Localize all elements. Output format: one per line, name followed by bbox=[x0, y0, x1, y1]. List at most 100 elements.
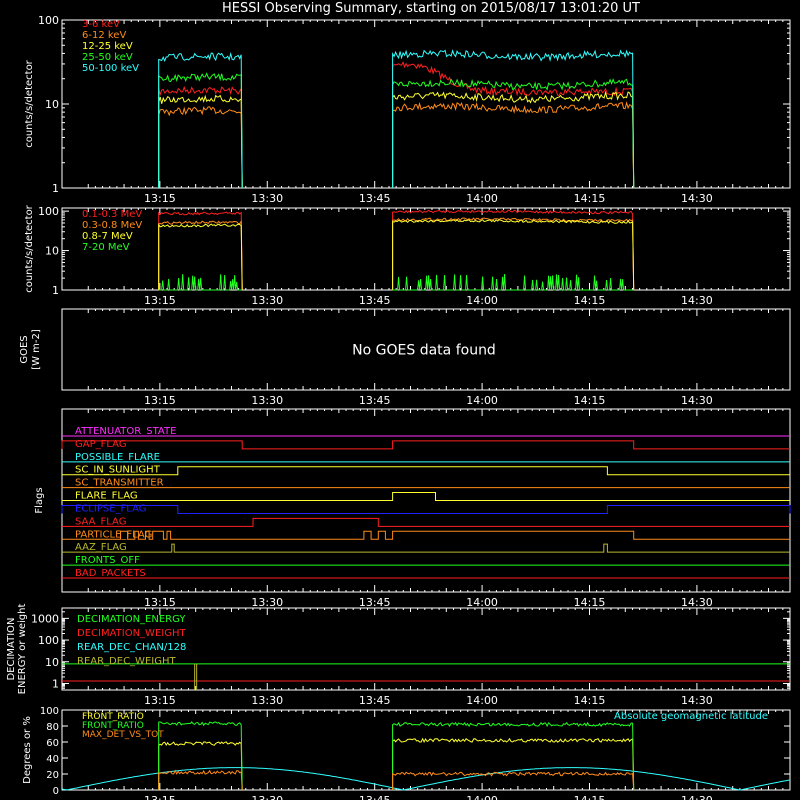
time-tick-label: 14:30 bbox=[681, 694, 713, 707]
flag-fronts-off: FRONTS_OFF bbox=[62, 555, 790, 566]
time-tick-label: 14:30 bbox=[681, 192, 713, 205]
time-tick-label: 14:00 bbox=[466, 596, 498, 609]
series-front-ratio-1 bbox=[158, 721, 635, 791]
time-tick-label: 13:45 bbox=[359, 794, 391, 800]
series-3-6-kev bbox=[158, 61, 635, 189]
series-line bbox=[158, 769, 243, 791]
flag-label: PARTICLE_FLAG bbox=[75, 529, 152, 540]
flag-label: AAZ_FLAG bbox=[75, 542, 127, 553]
time-tick-label: 13:45 bbox=[359, 294, 391, 307]
y-axis-label: counts/s/detector bbox=[24, 59, 35, 147]
legend-entry: REAR_DEC_WEIGHT bbox=[77, 656, 176, 667]
flag-label: POSSIBLE_FLARE bbox=[75, 452, 160, 463]
series-line bbox=[392, 101, 635, 189]
series-line bbox=[158, 741, 243, 791]
y-tick-label: 1 bbox=[52, 182, 59, 195]
flag-line bbox=[61, 504, 791, 514]
panel-counts-high: 13:15 13:30 13:45 14:00 14:15 14:30 1 10 100coun… bbox=[24, 204, 791, 307]
flag-bad-packets: BAD_PACKETS bbox=[62, 568, 790, 579]
time-tick-label: 14:15 bbox=[574, 694, 606, 707]
flag-line bbox=[62, 517, 790, 527]
series-6-12-kev bbox=[158, 101, 635, 189]
series-line bbox=[392, 771, 635, 791]
y-tick-label: 10 bbox=[45, 656, 59, 669]
series-line bbox=[392, 90, 635, 189]
panel-flags: 13:15 13:30 13:45 14:00 14:15 14:30 Flags ATTEN… bbox=[34, 408, 791, 609]
legend-entry: 0.3-0.8 MeV bbox=[82, 220, 142, 231]
legend-entry: 50-100 keV bbox=[82, 63, 139, 74]
legend-entry: FRONT_RATIO bbox=[82, 721, 144, 731]
y-tick-label: 100 bbox=[38, 205, 59, 218]
time-tick-label: 13:15 bbox=[144, 192, 176, 205]
y-tick-label: 100 bbox=[40, 706, 59, 717]
series-12-25-kev bbox=[158, 90, 635, 189]
panels: 13:15 13:30 13:45 14:00 14:15 14:30110100coun… bbox=[6, 14, 791, 800]
series-line bbox=[158, 85, 243, 189]
y-tick-label: 0 bbox=[53, 786, 59, 797]
y-tick-label: 1000 bbox=[31, 612, 59, 625]
series-line bbox=[158, 219, 243, 291]
series-line bbox=[158, 51, 243, 189]
no-data-message: No GOES data found bbox=[352, 343, 496, 359]
legend-entry: DECIMATION_ENERGY bbox=[77, 614, 186, 625]
flag-line bbox=[62, 492, 790, 502]
series-line bbox=[158, 106, 243, 189]
flag-sc-in-sunlight: SC_IN_SUNLIGHT bbox=[62, 465, 790, 476]
flag-eclipse-flag: ECLIPSE_FLAG bbox=[61, 503, 791, 514]
flag-possible-flare: POSSIBLE_FLARE bbox=[62, 452, 790, 463]
y-axis-unit: [W m-2] bbox=[31, 329, 42, 370]
time-tick-label: 13:30 bbox=[251, 192, 283, 205]
legend-entry: DECIMATION_WEIGHT bbox=[77, 628, 186, 639]
time-tick-label: 14:00 bbox=[466, 394, 498, 407]
series-line bbox=[158, 94, 243, 189]
time-tick-label: 13:15 bbox=[144, 596, 176, 609]
y-axis-label: DECIMATION bbox=[6, 617, 17, 680]
time-tick-label: 14:00 bbox=[466, 794, 498, 800]
series-line bbox=[392, 78, 635, 189]
series-front-ratio-0 bbox=[158, 737, 635, 791]
y-axis-label: GOES bbox=[19, 335, 30, 363]
series-line bbox=[158, 721, 243, 791]
y-axis-label: Degrees or % bbox=[22, 716, 33, 784]
flag-label: GAP_FLAG bbox=[75, 439, 127, 450]
time-tick-label: 13:30 bbox=[251, 294, 283, 307]
legend-entry: MAX_DET_VS_TOT bbox=[82, 730, 164, 740]
y-axis-label: ENERGY or weight bbox=[17, 604, 28, 695]
flag-line bbox=[62, 466, 790, 476]
y-tick-label: 100 bbox=[38, 634, 59, 647]
series-line bbox=[392, 61, 635, 189]
flag-label: SAA_FLAG bbox=[75, 516, 126, 527]
series-line bbox=[158, 274, 242, 291]
y-tick-label: 20 bbox=[46, 770, 59, 781]
legend-entry: 0.1-0.3 MeV bbox=[82, 209, 142, 220]
legend-entry: 0.8-7 MeV bbox=[82, 231, 133, 242]
y-tick-label: 10 bbox=[45, 98, 59, 111]
flag-sc-transmitter: SC_TRANSMITTER bbox=[62, 478, 790, 489]
time-tick-label: 13:45 bbox=[359, 694, 391, 707]
flag-attenuator-state: ATTENUATOR_STATE bbox=[62, 426, 790, 437]
time-tick-label: 14:30 bbox=[681, 794, 713, 800]
series-0-1-0-3-mev bbox=[158, 209, 635, 291]
plot-frame bbox=[61, 709, 791, 791]
legend-entry: FRONT_RATIO bbox=[82, 712, 144, 722]
y-tick-label: 80 bbox=[46, 722, 59, 733]
series-25-50-kev bbox=[158, 72, 635, 189]
series-line bbox=[158, 72, 243, 189]
series-line bbox=[392, 273, 634, 291]
flag-saa-flag: SAA_FLAG bbox=[62, 516, 790, 527]
series-max-det-vs-tot-2 bbox=[158, 769, 635, 791]
time-tick-label: 13:15 bbox=[144, 294, 176, 307]
legend-entry: REAR_DEC_CHAN/128 bbox=[77, 642, 186, 653]
flag-label: SC_IN_SUNLIGHT bbox=[75, 465, 161, 476]
legend-entry: 3-6 keV bbox=[82, 19, 120, 30]
legend-entry: 25-50 keV bbox=[82, 52, 133, 63]
time-tick-label: 14:15 bbox=[574, 394, 606, 407]
time-tick-label: 14:30 bbox=[681, 294, 713, 307]
time-tick-label: 14:15 bbox=[574, 596, 606, 609]
time-tick-label: 13:30 bbox=[251, 596, 283, 609]
panel-decimation: 13:15 13:30 13:45 14:00 14:15 14:30 1 10 100 1000… bbox=[6, 604, 791, 707]
panel-ratios: 13:15 13:30 13:45 14:00 14:15 14:30 0 20 40 60 80 1… bbox=[22, 706, 791, 800]
series-rear-dec-weight bbox=[194, 663, 198, 690]
